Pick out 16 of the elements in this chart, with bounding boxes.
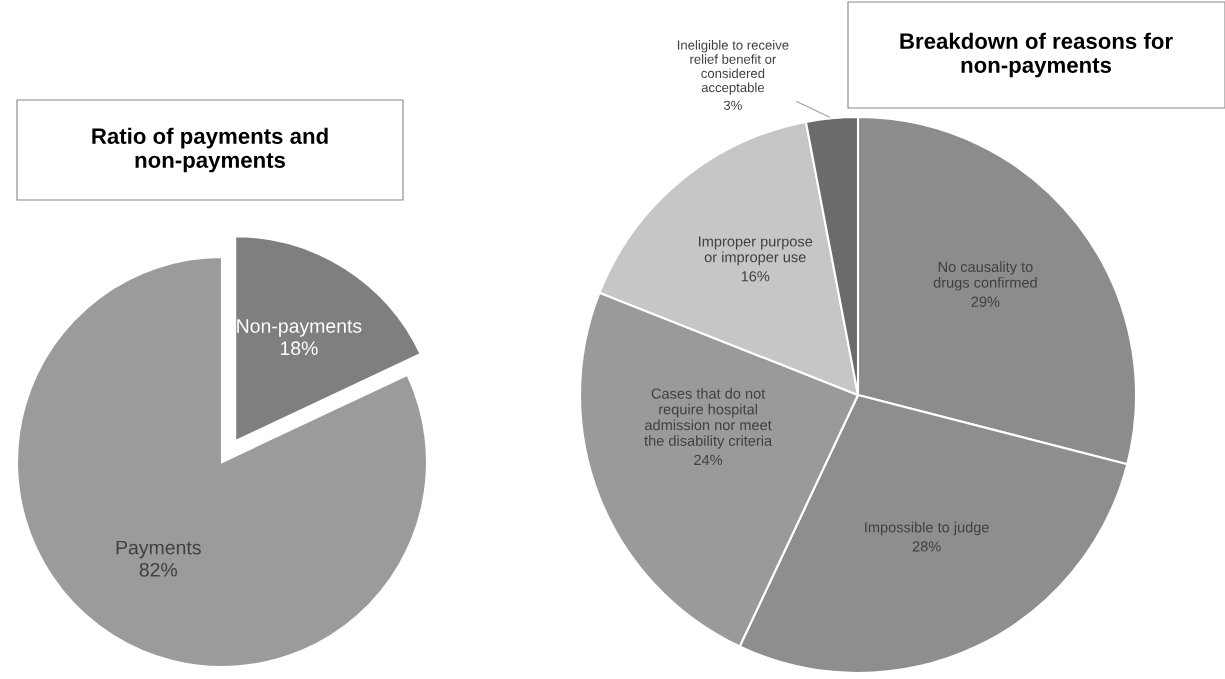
slice-label: Improper purpose or improper use <box>699 236 813 266</box>
data-label: 3% <box>723 100 742 110</box>
data-label: 28% <box>912 541 941 552</box>
data-label: 82% <box>139 562 178 577</box>
data-label: 18% <box>280 341 318 356</box>
chart-title: Breakdown of reasons for non-payments <box>900 32 1173 78</box>
slice-label: Payments <box>116 540 201 559</box>
chart-title: Ratio of payments and non-payments <box>92 127 328 173</box>
slice-label: Ineligible to receive relief benefit or considered acceptable <box>677 40 789 95</box>
slice-label: No causality to drugs confirmed <box>933 261 1037 291</box>
data-label: 24% <box>694 454 723 466</box>
slice-label: Cases that do not require hospital admission nor meet the disability criteria <box>644 388 773 449</box>
slice-label: Non-payments <box>237 319 362 337</box>
slice-label: Impossible to judge <box>865 521 989 536</box>
data-label: 16% <box>741 271 770 282</box>
data-label: 29% <box>971 296 1000 307</box>
